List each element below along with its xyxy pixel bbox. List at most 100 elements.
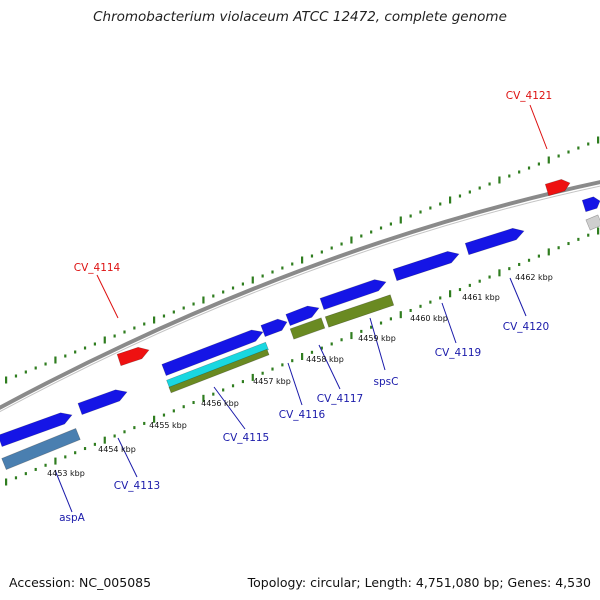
inner-tick-ring	[5, 227, 600, 486]
minor-tick	[330, 246, 333, 250]
gene-label: CV_4115	[223, 432, 270, 444]
minor-tick	[567, 242, 570, 246]
minor-tick	[389, 222, 392, 226]
major-tick	[202, 394, 205, 402]
minor-tick	[231, 286, 235, 290]
minor-tick	[429, 206, 432, 210]
gene-label: CV_4117	[317, 393, 364, 405]
minor-tick	[458, 288, 462, 292]
minor-tick	[587, 233, 590, 237]
major-tick	[251, 373, 254, 381]
gene-label: aspA	[59, 512, 86, 524]
gene-label: CV_4114	[74, 262, 121, 274]
minor-tick	[567, 150, 570, 154]
label-leader-line	[318, 344, 341, 390]
major-tick	[399, 216, 402, 224]
forward-gene-arrow	[0, 412, 73, 448]
minor-tick	[360, 234, 363, 238]
minor-tick	[557, 154, 560, 158]
label-leader-line	[117, 437, 138, 478]
gene-label: CV_4113	[114, 480, 161, 492]
minor-tick	[409, 214, 412, 218]
forward-gene-arrow	[581, 196, 600, 213]
major-tick	[547, 156, 550, 164]
minor-tick	[478, 279, 481, 283]
minor-tick	[310, 254, 314, 258]
minor-tick	[419, 210, 422, 214]
major-tick	[153, 415, 156, 423]
major-tick	[449, 290, 452, 298]
minor-tick	[379, 226, 383, 230]
minor-tick	[133, 426, 136, 430]
label-leader-line	[287, 362, 303, 406]
minor-tick	[468, 190, 471, 194]
minor-tick	[24, 472, 27, 476]
major-tick	[399, 311, 402, 319]
minor-tick	[429, 300, 432, 304]
scale-label: 4453 kbp	[47, 469, 85, 478]
minor-tick	[113, 334, 116, 338]
minor-tick	[64, 455, 67, 459]
minor-tick	[281, 266, 284, 270]
minor-tick	[143, 322, 146, 326]
minor-tick	[320, 250, 323, 254]
minor-tick	[537, 254, 540, 258]
genome-backbone	[0, 180, 600, 413]
minor-tick	[527, 166, 531, 170]
minor-tick	[241, 282, 244, 286]
minor-tick	[24, 370, 27, 374]
gene-label: CV_4121	[506, 90, 553, 102]
minor-tick	[419, 304, 422, 308]
minor-tick	[310, 350, 314, 354]
minor-tick	[182, 306, 185, 310]
minor-tick	[172, 310, 175, 314]
major-tick	[350, 236, 353, 244]
genome-stats-text: Topology: circular; Length: 4,751,080 bp…	[247, 575, 591, 590]
minor-tick	[123, 430, 126, 434]
backbone-shadow	[0, 185, 600, 413]
minor-tick	[409, 308, 412, 312]
major-tick	[153, 316, 156, 324]
label-leader-line	[441, 302, 457, 344]
scale-label: 4458 kbp	[306, 355, 344, 364]
reverse-gene-arrow	[116, 346, 150, 367]
minor-tick	[458, 194, 462, 198]
minor-tick	[231, 384, 235, 388]
scale-label: 4456 kbp	[201, 399, 239, 408]
label-leader-line	[213, 386, 246, 430]
scale-label: 4455 kbp	[149, 421, 187, 430]
minor-tick	[370, 325, 373, 329]
minor-tick	[34, 366, 37, 370]
minor-tick	[508, 267, 511, 271]
operon-bar	[289, 317, 326, 340]
major-tick	[251, 276, 254, 284]
minor-tick	[83, 447, 87, 451]
backbone-line	[0, 180, 600, 410]
label-leader-line	[54, 469, 73, 513]
scale-label: 4459 kbp	[358, 334, 396, 343]
minor-tick	[261, 371, 264, 375]
minor-tick	[587, 142, 590, 146]
minor-tick	[93, 342, 96, 346]
operon-bar	[585, 214, 600, 231]
forward-gene-arrow	[285, 305, 320, 326]
minor-tick	[162, 314, 166, 318]
minor-tick	[14, 476, 18, 480]
forward-gene-arrow	[392, 251, 460, 282]
minor-tick	[222, 388, 225, 392]
minor-tick	[518, 262, 521, 266]
minor-tick	[537, 162, 540, 166]
forward-gene-arrow	[464, 227, 525, 256]
major-tick	[301, 353, 304, 360]
minor-tick	[261, 274, 264, 278]
major-tick	[103, 436, 106, 444]
minor-tick	[44, 463, 47, 467]
minor-tick	[93, 442, 96, 446]
minor-tick	[488, 182, 491, 186]
major-tick	[5, 376, 8, 384]
gene-label: CV_4116	[279, 409, 326, 421]
forward-gene-arrow	[77, 389, 128, 416]
scale-label: 4460 kbp	[410, 314, 448, 323]
minor-tick	[271, 270, 274, 274]
